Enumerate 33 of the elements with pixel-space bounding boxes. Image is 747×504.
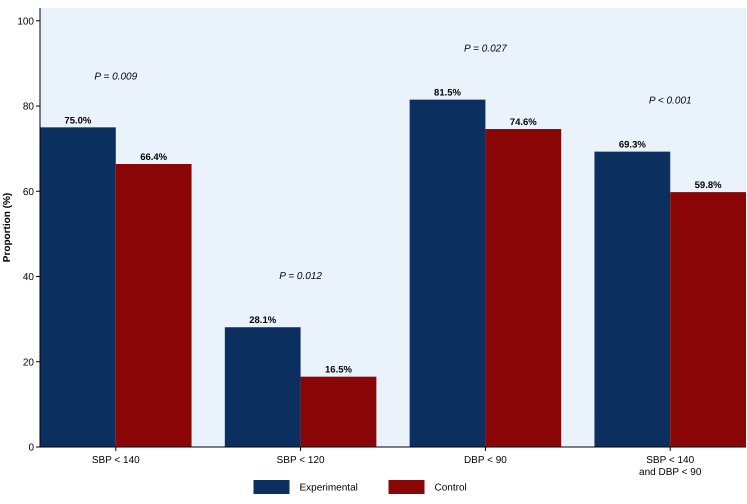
bar bbox=[410, 100, 486, 447]
bar bbox=[116, 164, 192, 447]
x-tick-label: SBP < 140 and DBP < 90 bbox=[639, 455, 702, 478]
x-tick-label: SBP < 140 bbox=[92, 455, 140, 466]
x-tick-label: SBP < 120 bbox=[276, 455, 325, 466]
data-label: 28.1% bbox=[249, 315, 277, 326]
y-tick-label: 40 bbox=[22, 272, 34, 284]
data-label: 59.8% bbox=[694, 180, 722, 192]
data-label: 69.3% bbox=[618, 140, 646, 151]
y-axis-title: Proportion (%) bbox=[2, 192, 13, 262]
annotation: P = 0.009 bbox=[94, 71, 138, 82]
bar bbox=[485, 129, 562, 447]
annotation: P = 0.012 bbox=[279, 271, 322, 282]
data-label: 81.5% bbox=[434, 88, 462, 99]
annotation: P < 0.001 bbox=[648, 96, 692, 107]
legend-label: Experimental bbox=[300, 482, 358, 494]
data-label: 74.6% bbox=[510, 117, 538, 128]
y-tick-label: 100 bbox=[17, 16, 34, 28]
y-tick-label: 80 bbox=[22, 102, 34, 113]
y-tick-label: 60 bbox=[22, 186, 34, 198]
bar bbox=[594, 152, 670, 447]
data-label: 66.4% bbox=[140, 152, 168, 163]
data-label: 75.0% bbox=[64, 115, 92, 126]
bar bbox=[670, 192, 746, 447]
data-label: 16.5% bbox=[325, 364, 352, 376]
bar bbox=[300, 376, 376, 447]
legend-label: Control bbox=[434, 482, 467, 494]
x-tick-label: DBP < 90 bbox=[464, 455, 508, 466]
bar bbox=[224, 327, 301, 447]
annotation: P = 0.027 bbox=[464, 44, 508, 55]
bar bbox=[40, 127, 116, 447]
y-tick-label: 0 bbox=[28, 442, 34, 454]
y-tick-label: 20 bbox=[22, 357, 34, 368]
